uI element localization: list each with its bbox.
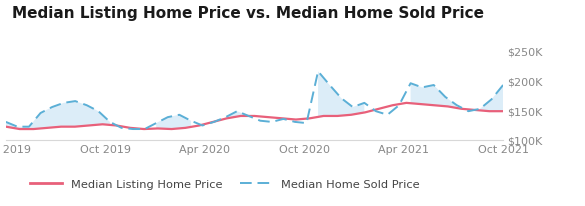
Legend: Median Listing Home Price, Median Home Sold Price: Median Listing Home Price, Median Home S… <box>26 174 424 193</box>
Text: Median Listing Home Price vs. Median Home Sold Price: Median Listing Home Price vs. Median Hom… <box>12 6 484 21</box>
